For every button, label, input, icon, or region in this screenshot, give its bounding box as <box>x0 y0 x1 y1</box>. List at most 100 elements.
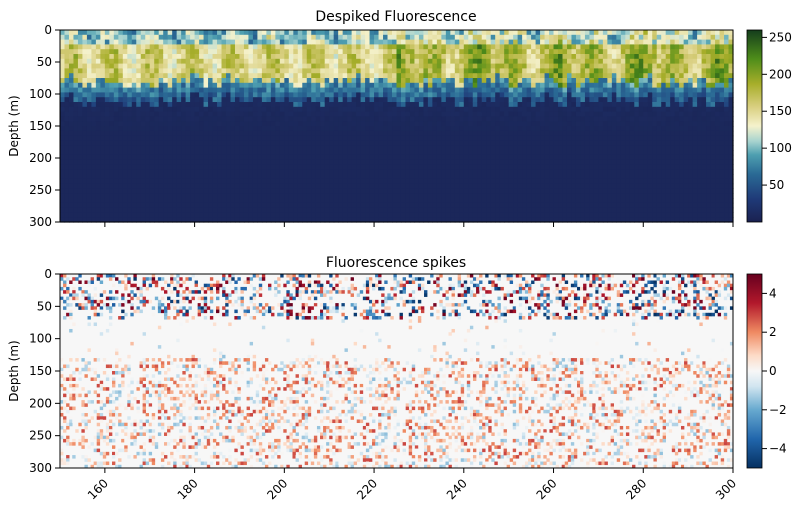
heat-cell-1 <box>351 34 357 41</box>
heat-cell-1 <box>190 63 196 69</box>
heat-cell-1 <box>418 58 425 65</box>
heat-cell-1 <box>374 39 380 45</box>
heat-cell-1 <box>288 44 294 50</box>
heat-cell-1 <box>185 159 191 165</box>
heat-cell-1 <box>158 49 164 55</box>
heat-cell-1 <box>374 121 380 127</box>
heat-cell-1 <box>342 82 348 89</box>
heat-cell-1 <box>486 145 492 151</box>
heat-cell-1 <box>602 130 608 137</box>
heat-cell-1 <box>441 169 447 175</box>
heat-cell-1 <box>436 68 442 74</box>
heat-cell-1 <box>329 68 335 74</box>
heat-cell-1 <box>275 34 281 41</box>
heat-cell-1 <box>297 54 303 60</box>
heat-cell-1 <box>598 164 604 170</box>
heat-cell-1 <box>383 159 389 165</box>
heat-cell-1 <box>616 154 622 161</box>
heat-cell-1 <box>208 73 214 79</box>
heat-cell-1 <box>387 58 393 65</box>
heat-cell-1 <box>149 202 155 209</box>
heat-cell-1 <box>252 87 259 93</box>
heat-cell-1 <box>369 135 375 141</box>
heat-cell-1 <box>252 39 259 45</box>
heat-cell-1 <box>396 130 402 137</box>
heat-cell-1 <box>275 44 281 50</box>
heat-cell-1 <box>544 126 550 132</box>
heat-cell-1 <box>333 193 339 199</box>
heat-cell-1 <box>324 97 330 103</box>
heat-cell-1 <box>540 87 546 93</box>
heat-cell-1 <box>270 97 276 103</box>
heat-cell-1 <box>360 150 366 156</box>
heat-cell-1 <box>185 174 191 180</box>
heat-cell-1 <box>396 39 402 45</box>
heat-cell-1 <box>288 150 294 156</box>
heat-cell-1 <box>127 212 133 218</box>
heat-cell-1 <box>396 150 402 156</box>
heat-cell-1 <box>172 87 178 93</box>
heat-cell-1 <box>432 87 438 93</box>
heat-cell-1 <box>104 207 110 213</box>
heat-cell-1 <box>73 159 79 165</box>
heat-cell-1 <box>392 140 398 146</box>
heat-cell-1 <box>463 44 469 50</box>
heat-cell-1 <box>450 54 456 60</box>
heat-cell-1 <box>333 135 339 141</box>
heat-cell-1 <box>324 193 330 199</box>
heat-cell-1 <box>616 126 622 132</box>
heat-cell-1 <box>544 49 550 55</box>
heat-cell-1 <box>522 111 528 117</box>
heat-cell-1 <box>297 102 303 108</box>
heat-cell-1 <box>243 193 250 199</box>
heat-cell-1 <box>374 49 380 55</box>
heat-cell-1 <box>194 193 200 199</box>
heat-cell-1 <box>495 34 501 41</box>
heat-cell-1 <box>181 30 187 36</box>
heat-cell-1 <box>118 159 124 165</box>
heat-cell-1 <box>252 116 259 122</box>
heat-cell-1 <box>365 183 371 189</box>
heat-cell-1 <box>243 159 250 165</box>
heat-cell-1 <box>427 130 433 137</box>
heat-cell-1 <box>154 102 160 108</box>
heat-cell-1 <box>122 30 128 36</box>
heat-cell-1 <box>611 73 617 79</box>
heat-cell-1 <box>60 188 66 194</box>
heat-cell-1 <box>522 121 528 127</box>
heat-cell-1 <box>338 164 344 170</box>
heat-cell-1 <box>221 30 227 36</box>
heat-cell-1 <box>598 159 604 165</box>
heat-cell-1 <box>136 49 142 55</box>
heat-cell-1 <box>459 159 465 165</box>
heat-cell-1 <box>82 68 88 74</box>
heat-cell-1 <box>279 78 285 84</box>
heat-cell-1 <box>181 130 187 137</box>
heat-cell-1 <box>239 212 245 218</box>
heat-cell-1 <box>86 44 93 50</box>
heat-cell-1 <box>109 63 115 69</box>
heat-cell-1 <box>356 54 362 60</box>
heat-cell-1 <box>338 188 344 194</box>
heat-cell-1 <box>248 34 254 41</box>
heat-cell-1 <box>481 73 487 79</box>
heat-cell-1 <box>68 58 75 65</box>
heat-cell-1 <box>100 183 106 189</box>
heat-cell-1 <box>324 30 330 36</box>
heat-cell-1 <box>409 34 416 41</box>
heat-cell-1 <box>257 111 263 117</box>
heat-cell-1 <box>230 212 236 218</box>
heat-cell-1 <box>208 130 214 137</box>
heat-cell-1 <box>414 121 420 127</box>
heat-cell-1 <box>167 159 173 165</box>
heat-cell-1 <box>185 30 191 36</box>
heat-cell-1 <box>598 193 604 199</box>
heat-cell-1 <box>602 68 608 74</box>
heat-cell-1 <box>589 82 595 89</box>
heat-cell-1 <box>203 135 209 141</box>
heat-cell-1 <box>176 30 182 36</box>
heat-cell-1 <box>257 87 263 93</box>
heat-cell-1 <box>131 34 137 41</box>
heat-cell-1 <box>436 174 442 180</box>
heat-cell-1 <box>320 207 326 213</box>
